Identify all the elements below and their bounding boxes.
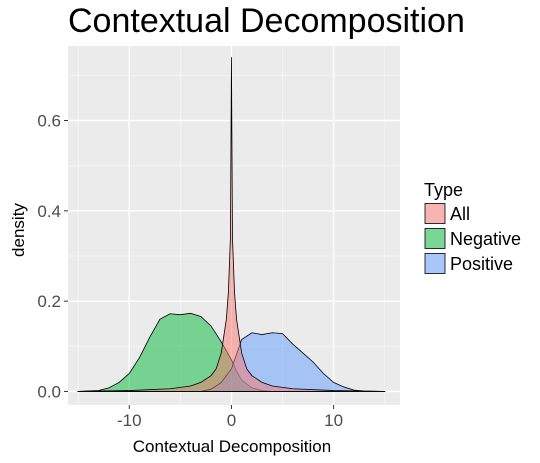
y-tick-label: 0.4 <box>37 202 61 221</box>
legend-swatch-positive <box>424 253 446 274</box>
legend: Type All Negative Positive <box>424 180 521 274</box>
y-axis-ticks: 0.0 0.2 0.4 0.6 <box>37 112 68 401</box>
legend-label-all: All <box>450 204 470 224</box>
x-tick-label: 0 <box>227 411 236 430</box>
y-tick-label: 0.6 <box>37 112 61 131</box>
x-axis-title: Contextual Decomposition <box>133 437 331 456</box>
chart-title: Contextual Decomposition <box>68 2 465 40</box>
legend-swatch-all <box>424 203 446 224</box>
density-areas <box>76 57 386 392</box>
x-tick-label: -10 <box>117 411 142 430</box>
x-tick-label: 10 <box>324 411 343 430</box>
legend-label-negative: Negative <box>450 229 521 249</box>
legend-label-positive: Positive <box>450 254 513 274</box>
y-axis-title: density <box>9 203 28 257</box>
y-tick-label: 0.2 <box>37 292 61 311</box>
x-axis-ticks: -10 0 10 <box>117 405 343 430</box>
legend-swatch-negative <box>424 228 446 249</box>
legend-title: Type <box>424 180 463 200</box>
y-tick-label: 0.0 <box>37 382 61 401</box>
density-area-all <box>76 57 386 392</box>
